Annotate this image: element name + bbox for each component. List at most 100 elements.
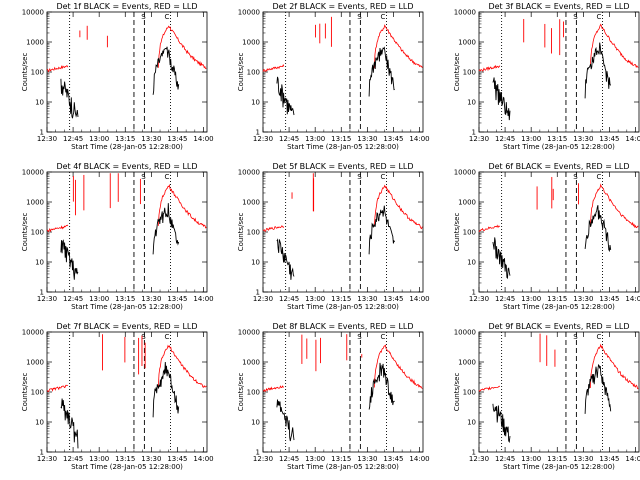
x-tick-label: 12:30 — [37, 455, 57, 463]
x-tick-label: 13:30 — [573, 455, 593, 463]
x-axis-label: Start Time (28-Jan-05 12:28:00) — [503, 303, 615, 311]
x-tick-label: 14:00 — [625, 455, 640, 463]
x-tick-label: 13:30 — [141, 295, 161, 303]
x-tick-label: 13:45 — [599, 455, 619, 463]
events-series-flare — [152, 361, 180, 418]
y-tick-label: 1000 — [458, 359, 476, 367]
y-tick-label: 10000 — [238, 329, 260, 337]
y-tick-label: 1 — [472, 129, 476, 137]
panel-title: Det 5f BLACK = Events, RED = LLD — [272, 162, 413, 171]
x-tick-label: 13:30 — [357, 455, 377, 463]
y-tick-label: 100 — [247, 389, 260, 397]
panel-det-7: Det 7f BLACK = Events, RED = LLD 1 10 100 10… — [21, 322, 214, 471]
x-tick-label: 12:30 — [253, 135, 273, 143]
x-tick-label: 13:30 — [357, 295, 377, 303]
x-tick-label: 13:15 — [331, 295, 351, 303]
y-tick-label: 10000 — [454, 169, 476, 177]
plot-frame — [46, 331, 208, 453]
panel-det-6: Det 6f BLACK = Events, RED = LLD 1 10 100 10… — [453, 162, 640, 311]
y-tick-label: 100 — [463, 389, 476, 397]
y-tick-label: 1 — [472, 289, 476, 297]
x-tick-label: 12:45 — [279, 455, 299, 463]
x-tick-label: 12:45 — [495, 295, 515, 303]
x-tick-label: 12:45 — [495, 135, 515, 143]
x-tick-label: 13:45 — [383, 295, 403, 303]
x-tick-label: 12:30 — [469, 135, 489, 143]
events-series-early — [492, 403, 511, 443]
panel-title: Det 6f BLACK = Events, RED = LLD — [488, 162, 629, 171]
y-tick-label: 100 — [31, 69, 44, 77]
lld-series-pre — [262, 64, 285, 73]
plot-frame — [478, 171, 640, 293]
x-tick-label: 13:15 — [547, 135, 567, 143]
y-tick-label: 10000 — [22, 329, 44, 337]
annotation-s: S — [357, 333, 362, 341]
y-tick-label: 10 — [467, 259, 476, 267]
events-series-early — [276, 238, 295, 280]
y-tick-label: 1 — [256, 129, 260, 137]
x-tick-label: 12:30 — [37, 135, 57, 143]
y-tick-label: 1000 — [26, 199, 44, 207]
x-tick-label: 13:00 — [521, 295, 541, 303]
annotation-s: S — [141, 173, 146, 181]
events-series-early — [60, 78, 79, 119]
x-tick-label: 14:00 — [409, 135, 429, 143]
y-axis-label: Counts/sec — [21, 53, 29, 92]
x-tick-label: 13:00 — [521, 455, 541, 463]
y-axis-label: Counts/sec — [237, 213, 245, 252]
y-axis-label: Counts/sec — [453, 53, 461, 92]
y-axis-label: Counts/sec — [237, 373, 245, 412]
x-axis-label: Start Time (28-Jan-05 12:28:00) — [287, 463, 399, 471]
y-tick-label: 10000 — [454, 9, 476, 17]
lld-series-flare — [589, 183, 639, 229]
y-axis-label: Counts/sec — [237, 53, 245, 92]
lld-series-pre — [262, 385, 284, 393]
panel-det-5: Det 5f BLACK = Events, RED = LLD 1 10 100 10… — [237, 162, 430, 311]
y-tick-label: 1 — [40, 449, 44, 457]
x-tick-label: 12:45 — [63, 295, 83, 303]
panel-det-3: Det 3f BLACK = Events, RED = LLD 1 10 100 10… — [453, 2, 640, 151]
lld-series-pre — [478, 385, 501, 392]
y-tick-label: 1000 — [242, 39, 260, 47]
annotation-s: S — [573, 173, 578, 181]
x-tick-label: 14:00 — [193, 295, 213, 303]
lld-series-flare — [589, 343, 639, 390]
plot-frame — [478, 331, 640, 453]
x-tick-label: 12:30 — [469, 295, 489, 303]
y-axis-label: Counts/sec — [453, 213, 461, 252]
panel-det-8: Det 8f BLACK = Events, RED = LLD 1 10 100 10… — [237, 322, 430, 471]
x-tick-label: 13:45 — [599, 295, 619, 303]
y-tick-label: 10 — [35, 259, 44, 267]
events-series-flare — [368, 205, 396, 255]
y-tick-label: 10 — [467, 99, 476, 107]
y-tick-label: 10000 — [22, 9, 44, 17]
events-series-early — [492, 237, 511, 280]
x-axis-label: Start Time (28-Jan-05 12:28:00) — [71, 143, 183, 151]
y-tick-label: 10000 — [238, 9, 260, 17]
panel-det-4: Det 4f BLACK = Events, RED = LLD 1 10 100 10… — [21, 162, 214, 311]
y-tick-label: 10000 — [454, 329, 476, 337]
x-tick-label: 14:00 — [625, 135, 640, 143]
y-tick-label: 10 — [467, 419, 476, 427]
events-series-flare — [368, 46, 395, 97]
y-tick-label: 10 — [35, 419, 44, 427]
x-tick-label: 14:00 — [193, 455, 213, 463]
y-tick-label: 1 — [256, 449, 260, 457]
panel-title: Det 3f BLACK = Events, RED = LLD — [488, 2, 629, 11]
events-series-early — [60, 239, 79, 280]
y-tick-label: 1 — [472, 449, 476, 457]
x-axis-label: Start Time (28-Jan-05 12:28:00) — [71, 303, 183, 311]
y-axis-label: Counts/sec — [21, 213, 29, 252]
y-tick-label: 1000 — [458, 199, 476, 207]
y-tick-label: 1 — [40, 289, 44, 297]
x-axis-label: Start Time (28-Jan-05 12:28:00) — [287, 143, 399, 151]
x-tick-label: 13:15 — [115, 135, 135, 143]
y-tick-label: 10 — [35, 99, 44, 107]
plot-frame — [46, 11, 208, 133]
x-tick-label: 13:45 — [599, 135, 619, 143]
lld-series-pre — [262, 225, 285, 233]
annotation-s: S — [573, 13, 578, 21]
lld-series-pre — [46, 384, 69, 393]
lld-series-flare — [157, 183, 207, 229]
